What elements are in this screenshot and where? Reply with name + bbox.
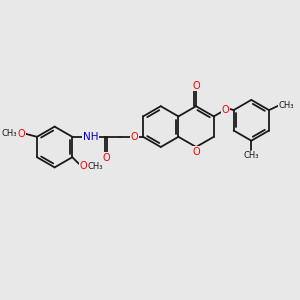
Text: CH₃: CH₃ [88, 162, 103, 171]
Text: CH₃: CH₃ [279, 100, 294, 109]
Text: O: O [221, 105, 229, 115]
Text: CH₃: CH₃ [244, 151, 259, 160]
Text: CH₃: CH₃ [1, 129, 17, 138]
Text: NH: NH [83, 131, 99, 142]
Text: O: O [102, 153, 110, 163]
Text: O: O [18, 129, 26, 139]
Text: O: O [130, 131, 138, 142]
Text: O: O [192, 147, 200, 157]
Text: O: O [192, 81, 200, 91]
Text: O: O [79, 161, 87, 171]
